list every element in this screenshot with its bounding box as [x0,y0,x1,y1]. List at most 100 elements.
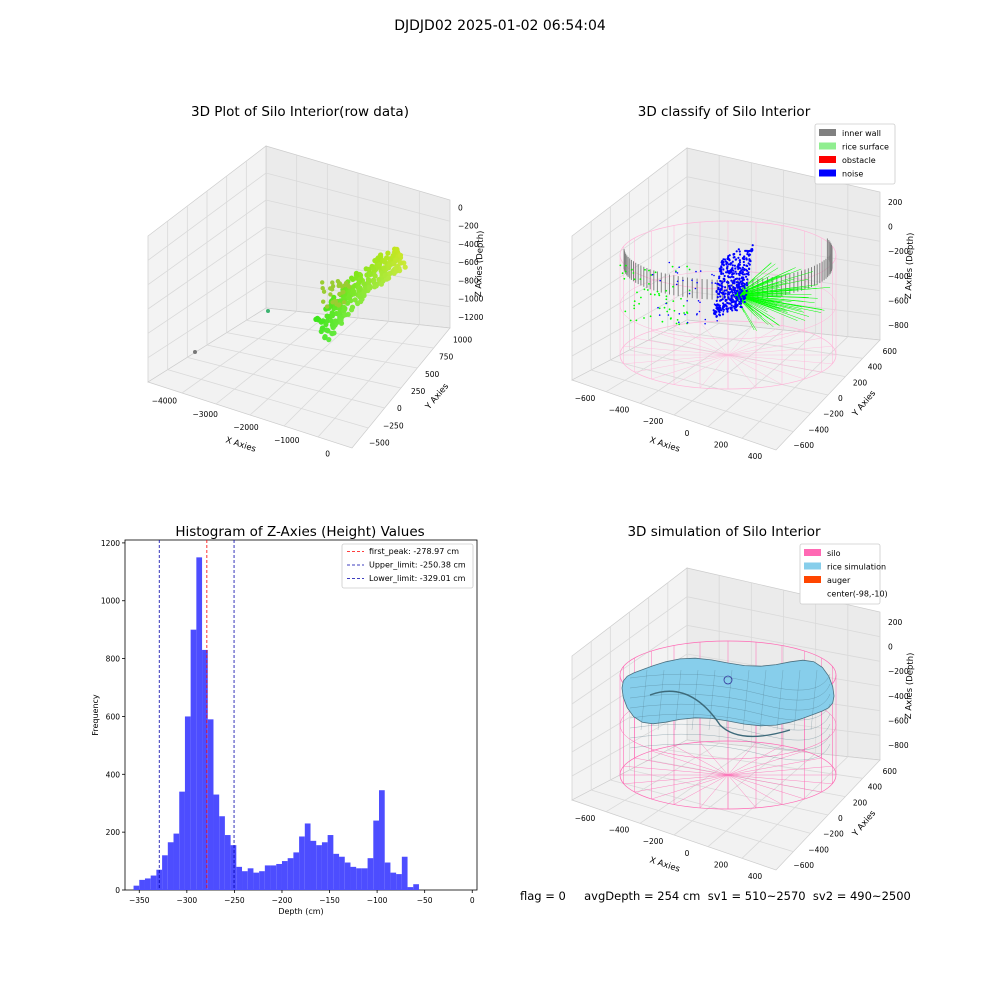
rice-mesh-line [629,733,831,751]
raw-point [382,272,388,278]
noise-point [741,257,744,260]
noise-point [733,307,736,310]
rice-mesh-line [629,693,831,711]
raw-point [376,262,383,268]
histogram-bar [339,856,345,890]
hist-legend-box [341,543,474,589]
noise-point [730,284,733,287]
raw-point [361,281,367,287]
noise-point [747,262,750,265]
classify-z-tick-label: −200 [888,247,909,256]
noise-point [724,286,727,289]
noise-point [740,300,743,303]
noise-point [725,304,728,307]
noise-point [686,300,688,302]
hist-y-tick-label: 1000 [101,597,120,606]
noise-point [675,283,678,286]
histogram-bar [139,879,145,890]
classify-legend-label: obstacle [842,156,876,165]
hist-x-tick-label: −350 [129,896,150,905]
classify-z-tick-label: 200 [888,198,903,207]
raw-point [372,284,378,290]
rice-mesh-line [629,723,831,741]
rice-surface-ray [734,272,790,296]
raw-point [338,317,344,323]
raw-point [367,285,373,291]
noise-point [658,314,661,316]
classify-silo-spoke [634,337,729,356]
rice-surface-point [680,297,682,300]
noise-point [733,282,736,285]
noise-point [716,320,718,322]
noise-point [713,303,716,305]
raw-point [376,277,382,283]
histogram-bar [242,871,248,890]
noise-point [727,284,731,287]
rice-surface-point [633,278,636,281]
noise-point [732,279,736,282]
noise-point [741,268,744,271]
noise-point [733,289,736,292]
raw-y-tick-label: 1000 [453,336,472,345]
rice-surface-point [686,311,688,314]
classify-legend-label: inner wall [842,129,881,138]
histogram-bar [259,871,265,890]
noise-point [720,309,723,312]
noise-point [725,263,728,266]
sim-y-tick-label: 0 [838,814,843,823]
noise-point [723,258,726,261]
raw-point [394,247,400,253]
noise-point [713,274,715,277]
sim-silo-spoke [727,774,805,800]
noise-point [724,260,727,263]
noise-point [732,253,735,256]
classify-legend: inner wall rice surface obstacle noise [814,123,896,185]
rice-simulation-surface [621,657,835,727]
sim-silo-spoke [727,750,805,776]
rice-surface-ray [734,294,755,331]
rice-surface-point [629,319,632,322]
rice-surface-point [654,271,657,274]
rice-surface-point [619,264,622,267]
noise-point [718,304,721,307]
raw-point [330,280,335,285]
histogram-bar [167,842,174,890]
sim-z-tick-label: −400 [888,692,909,701]
raw-y-tick-label: 0 [397,404,402,413]
noise-point [668,261,671,264]
noise-point [722,308,725,311]
classify-y-tick-label: −200 [823,410,844,419]
rice-mesh-line [629,683,831,701]
sim-legend-box [799,543,881,605]
raw-z-tick-label: 0 [458,203,463,212]
rice-surface-ray [734,294,815,303]
noise-point [728,271,731,274]
sim-legend: silo rice simulation auger center(-98,-10) [799,543,888,605]
rice-mesh-line [742,669,750,731]
rice-surface-point [688,268,691,271]
raw-point [328,292,333,297]
noise-point [675,271,677,273]
classify-z-tick-label: −400 [888,272,909,281]
rice-mesh-line [725,669,733,731]
noise-point [718,311,721,314]
noise-point [720,265,723,268]
rice-surface-point [640,296,642,299]
noise-point [716,282,719,285]
raw-point [362,288,368,294]
raw-point [366,266,372,272]
noise-point [730,295,733,298]
noise-point [723,296,726,299]
rice-surface-point [683,312,685,314]
noise-point [731,267,734,270]
rice-mesh-line [629,673,831,691]
noise-point [731,300,734,304]
classify-silo-spoke [727,325,783,356]
noise-point [726,271,729,274]
rice-surface-point [635,319,638,322]
noise-point [715,315,718,318]
classify-silo-spoke [727,354,833,364]
sim-silo-spoke [651,774,729,800]
raw-point [324,318,330,324]
raw-point [324,313,330,319]
